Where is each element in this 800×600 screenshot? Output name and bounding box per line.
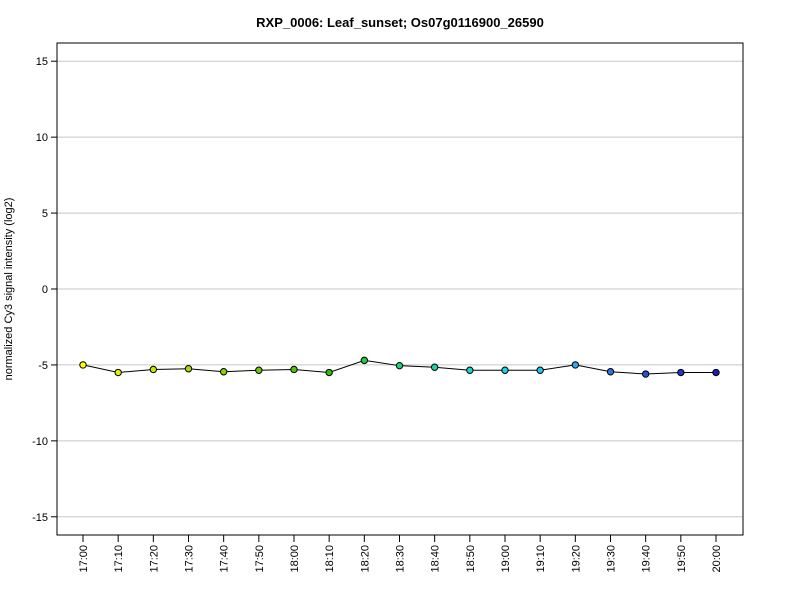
data-point [184,365,193,373]
data-point [712,368,720,377]
data-point [255,366,263,374]
x-tick-label: 17:30 [184,545,196,573]
data-point [536,366,544,374]
x-tick-label: 19:20 [570,545,582,573]
x-tick-label: 17:40 [219,545,231,573]
y-tick-label: -5 [38,360,48,372]
x-tick-label: 17:50 [254,545,266,573]
data-point [677,368,685,377]
chart-title: RXP_0006: Leaf_sunset; Os07g0116900_2659… [256,15,544,30]
data-point [606,368,615,376]
x-tick-label: 19:10 [535,545,547,573]
grid-lines [57,60,743,518]
x-tick-label: 18:30 [395,545,407,573]
series [79,356,720,378]
x-tick-label: 20:00 [711,545,723,573]
data-point [360,356,369,365]
x-tick-label: 18:10 [324,545,336,573]
y-tick-label: 15 [36,56,48,68]
data-point [149,365,158,374]
y-axis: -15 -10 -5 0 5 10 15 [32,56,57,524]
x-tick-label: 18:40 [430,545,442,573]
x-tick-label: 19:50 [676,545,688,573]
x-tick-label: 18:20 [359,545,371,573]
data-point [395,361,404,370]
data-point [501,366,509,374]
data-point [79,361,87,369]
data-point [641,370,650,378]
data-point [219,368,228,376]
data-point [466,366,474,374]
y-axis-label: normalized Cy3 signal intensity (log2) [3,198,15,381]
data-point [325,368,333,377]
x-tick-label: 19:00 [500,545,512,573]
y-tick-label: -10 [32,436,48,448]
y-tick-label: 0 [42,284,48,296]
data-point [430,363,439,371]
x-tick-label: 19:30 [606,545,618,573]
data-point [290,365,298,374]
data-point [571,361,580,369]
x-tick-label: 18:50 [465,545,477,573]
y-tick-label: 5 [42,208,48,220]
data-point [114,368,122,377]
y-tick-label: -15 [32,512,48,524]
x-axis: 17:00 17:10 17:20 17:30 17:40 17:50 18:00 18:10… [78,535,723,573]
x-tick-label: 17:00 [78,545,90,573]
x-tick-label: 17:20 [148,545,160,573]
y-tick-label: 10 [36,132,48,144]
x-tick-label: 18:00 [289,545,301,573]
x-tick-label: 17:10 [113,545,125,573]
x-tick-label: 19:40 [641,545,653,573]
